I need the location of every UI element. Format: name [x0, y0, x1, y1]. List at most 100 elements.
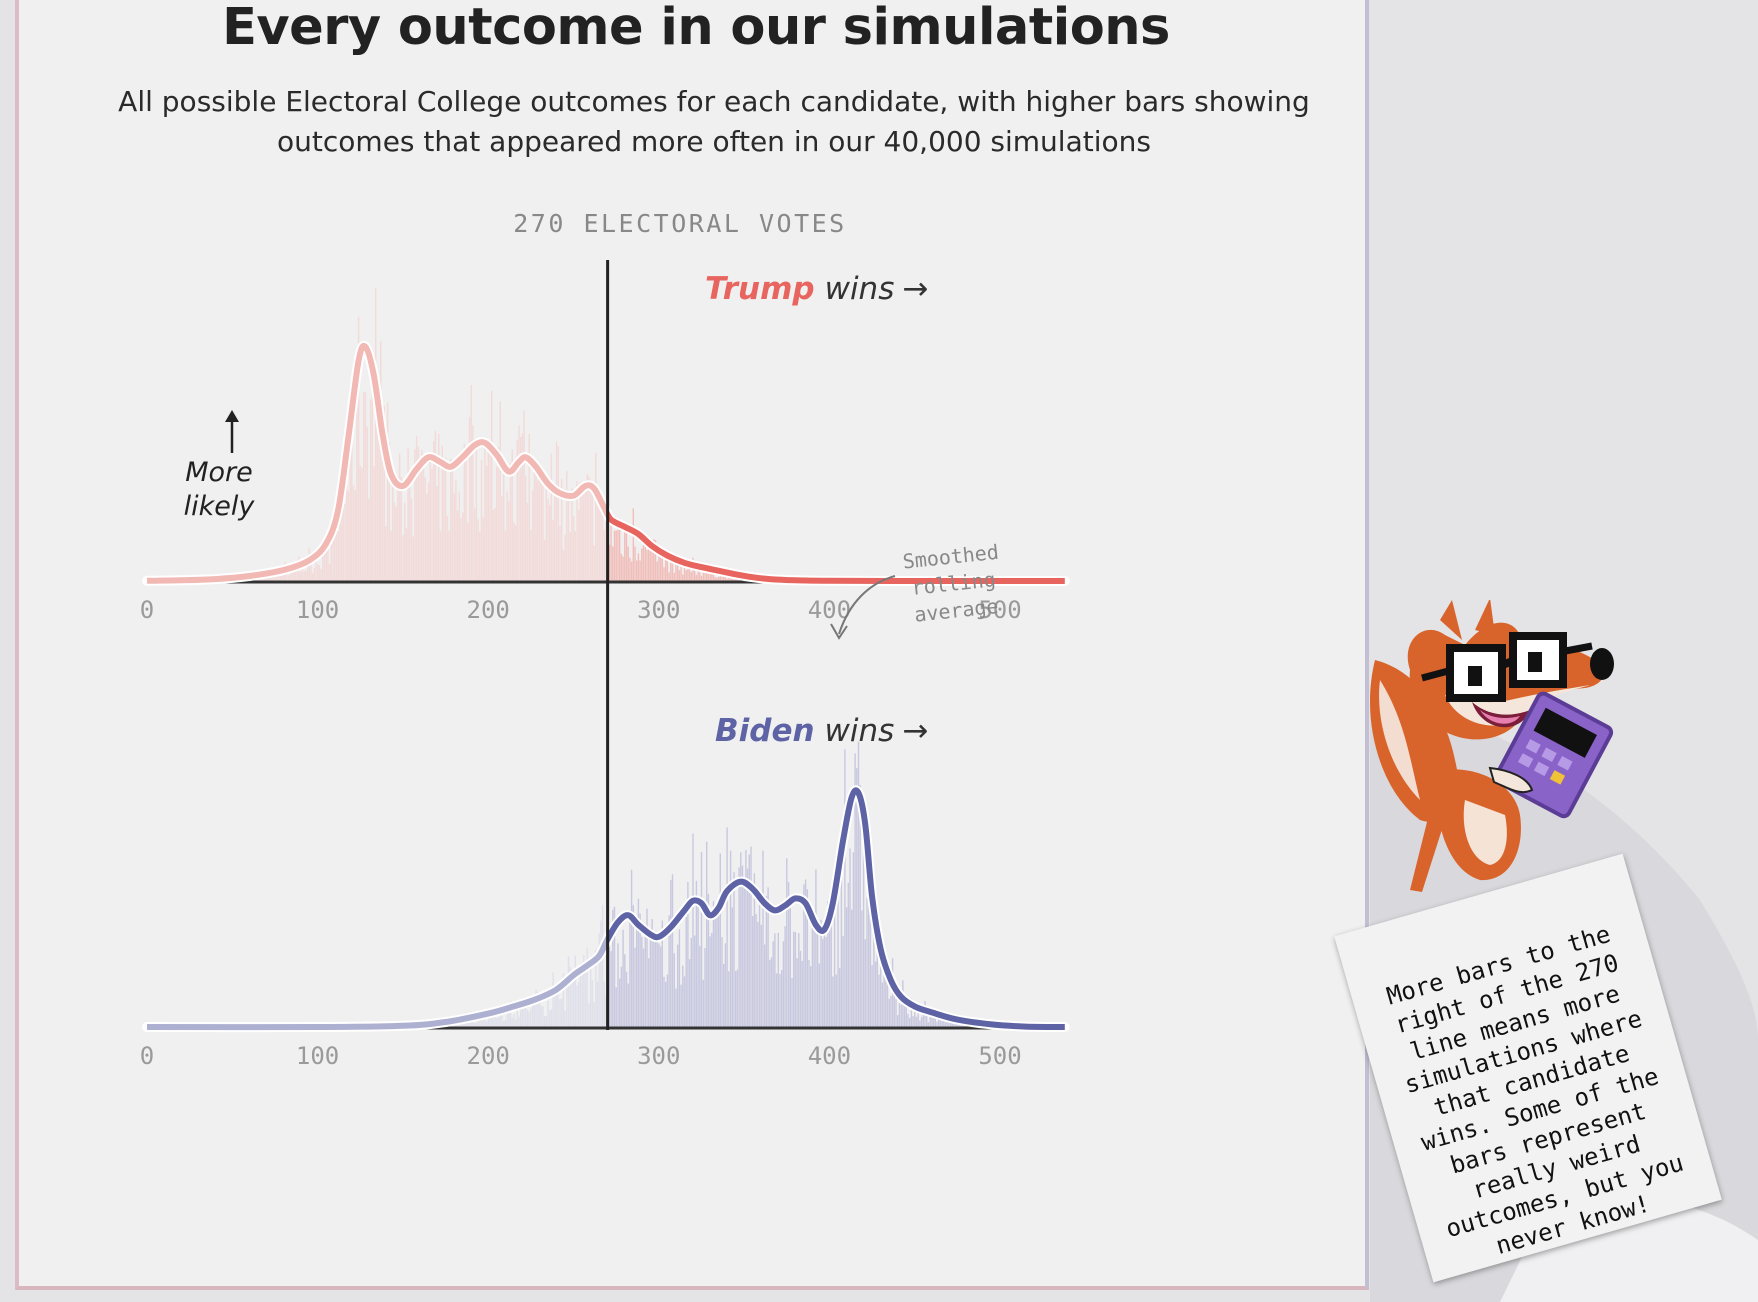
trump-bar	[537, 480, 539, 582]
trump-bar	[395, 506, 397, 582]
biden-bar	[688, 959, 691, 1028]
trump-bar	[385, 526, 387, 582]
biden-bar	[665, 981, 667, 1028]
trump-bar	[526, 503, 529, 582]
biden-bar	[634, 947, 636, 1028]
trump-bar	[484, 443, 486, 582]
trump-bar	[421, 450, 423, 582]
trump-bar	[392, 480, 394, 582]
biden-tick-label: 500	[978, 1042, 1021, 1070]
trump-bar	[448, 530, 450, 582]
trump-bar	[518, 425, 520, 582]
biden-bar	[897, 1015, 899, 1028]
trump-bar	[605, 508, 607, 582]
biden-bar	[816, 931, 819, 1028]
trump-bar	[378, 381, 380, 582]
biden-bar	[886, 962, 889, 1028]
trump-bar	[340, 500, 343, 582]
trump-bar	[422, 453, 425, 582]
trump-bar	[414, 448, 416, 582]
trump-bar	[724, 573, 727, 582]
biden-bar	[625, 971, 628, 1028]
trump-bar	[695, 575, 698, 582]
trump-bar	[359, 465, 361, 582]
biden-bar	[503, 1020, 505, 1028]
biden-bar	[617, 943, 619, 1028]
biden-bar	[651, 919, 653, 1028]
biden-bar	[566, 982, 568, 1028]
trump-tick-label: 300	[637, 596, 680, 624]
biden-bar	[581, 969, 583, 1028]
biden-bar	[731, 907, 733, 1028]
biden-bar	[733, 872, 735, 1028]
trump-bar	[617, 529, 619, 582]
trump-bar	[458, 491, 460, 582]
biden-bar	[588, 1003, 590, 1028]
trump-bar	[591, 481, 594, 582]
trump-bar	[337, 531, 339, 582]
biden-bar	[661, 920, 663, 1028]
trump-bar	[658, 545, 660, 582]
biden-histogram	[410, 741, 1003, 1028]
biden-bar	[670, 880, 672, 1028]
fox-mascot-icon	[1370, 600, 1614, 892]
biden-bar	[910, 998, 913, 1028]
biden-bar	[528, 1012, 530, 1028]
biden-bar	[491, 1009, 493, 1028]
trump-bar	[697, 567, 699, 582]
biden-bar	[629, 915, 631, 1028]
trump-bar	[654, 540, 657, 582]
trump-bar	[381, 449, 384, 582]
biden-bar	[583, 955, 585, 1028]
biden-bar	[605, 995, 607, 1028]
trump-bar	[320, 568, 322, 582]
trump-bar	[666, 550, 669, 582]
trump-bar	[601, 515, 604, 582]
trump-bar	[323, 536, 326, 582]
biden-bar	[862, 851, 865, 1028]
biden-bar	[601, 904, 604, 1028]
trump-bar	[375, 287, 377, 582]
biden-bar	[717, 897, 720, 1028]
trump-bar	[569, 532, 571, 582]
trump-bar	[688, 565, 691, 582]
biden-bar	[714, 915, 716, 1028]
trump-bar	[468, 417, 471, 582]
trump-bar	[400, 476, 402, 582]
trump-bar	[543, 539, 546, 582]
biden-bar	[827, 901, 829, 1028]
biden-bar	[762, 850, 764, 1028]
trump-name: Trump	[705, 271, 815, 307]
trump-bar	[363, 392, 365, 582]
trump-bar	[549, 504, 551, 582]
biden-bar	[796, 958, 798, 1028]
biden-bar	[475, 1022, 478, 1028]
trump-bar	[450, 458, 452, 582]
biden-bar	[854, 753, 856, 1028]
biden-bar	[786, 858, 788, 1028]
biden-bar	[922, 1006, 924, 1028]
trump-bar	[501, 496, 503, 582]
biden-bar	[874, 961, 877, 1028]
biden-bar	[820, 919, 822, 1028]
trump-bar	[313, 568, 315, 582]
trump-bar	[467, 523, 469, 582]
biden-bar	[917, 1006, 919, 1028]
biden-bar	[712, 901, 715, 1028]
arrow-right-icon: →	[902, 713, 928, 749]
trump-bar	[487, 439, 489, 582]
biden-bar	[784, 926, 786, 1028]
trump-bar	[651, 540, 653, 582]
trump-bar	[726, 578, 728, 582]
trump-bar	[670, 561, 672, 582]
biden-bar	[613, 906, 616, 1028]
trump-bar	[668, 572, 670, 582]
biden-smoothed-line-left	[146, 932, 608, 1031]
trump-bar	[259, 578, 261, 582]
biden-bar	[576, 985, 578, 1028]
biden-bar	[644, 928, 646, 1028]
biden-bar	[700, 852, 703, 1028]
biden-bar	[851, 909, 853, 1028]
trump-bar	[446, 516, 449, 582]
trump-bar	[429, 457, 431, 582]
